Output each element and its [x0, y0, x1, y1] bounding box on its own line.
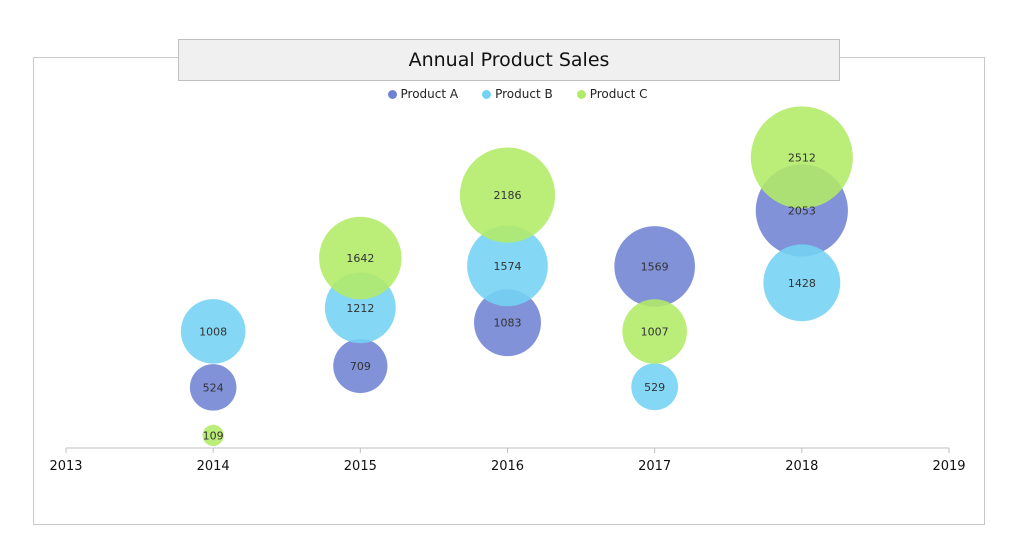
data-label: 2053: [788, 204, 816, 217]
x-tick-label: 2016: [491, 459, 524, 474]
legend-marker: [576, 89, 586, 99]
data-label: 109: [203, 429, 224, 442]
data-label: 1007: [641, 325, 669, 338]
x-tick-label: 2015: [344, 459, 377, 474]
legend-label: Product B: [495, 87, 553, 101]
x-tick-label: 2018: [785, 459, 818, 474]
legend-marker: [387, 89, 397, 99]
chart-title: Annual Product Sales: [178, 39, 840, 81]
data-label: 2512: [788, 151, 816, 164]
bubble-product-b[interactable]: [631, 363, 679, 411]
data-label: 1574: [494, 260, 522, 273]
bubble-product-a[interactable]: [474, 289, 541, 357]
chart-title-text: Annual Product Sales: [408, 49, 610, 71]
legend-item[interactable]: Product B: [482, 87, 553, 101]
bubble-product-b[interactable]: [467, 225, 548, 307]
data-label: 1212: [346, 302, 374, 315]
legend-item[interactable]: Product A: [387, 87, 459, 101]
legend-label: Product C: [589, 87, 648, 101]
bubble-product-c[interactable]: [319, 216, 402, 300]
x-tick-label: 2014: [197, 459, 230, 474]
data-label: 709: [350, 360, 371, 373]
bubble-product-b[interactable]: [180, 299, 246, 364]
bubble-product-a[interactable]: [189, 364, 237, 411]
x-tick-label: 2017: [638, 459, 671, 474]
legend-marker: [482, 89, 492, 99]
data-label: 1428: [788, 277, 816, 290]
bubble-product-c[interactable]: [459, 147, 556, 243]
legend-label: Product A: [400, 87, 459, 101]
bubble-product-c[interactable]: [622, 299, 687, 364]
bubble-product-c[interactable]: [750, 106, 853, 209]
bubble-product-c[interactable]: [202, 424, 224, 447]
x-tick-label: 2013: [49, 459, 82, 474]
bubble-product-a[interactable]: [614, 226, 695, 307]
data-label: 2186: [494, 189, 522, 202]
data-label: 529: [644, 381, 665, 394]
x-tick-label: 2019: [932, 459, 965, 474]
bubble-product-a[interactable]: [333, 338, 388, 394]
bubble-product-b[interactable]: [763, 244, 841, 322]
data-label: 1569: [641, 260, 669, 273]
data-label: 1083: [494, 317, 522, 330]
data-label: 1642: [346, 252, 374, 265]
data-label: 1008: [199, 325, 227, 338]
legend-item[interactable]: Product C: [576, 87, 648, 101]
legend: Product A Product B Product C: [0, 87, 1027, 101]
data-label: 524: [203, 381, 224, 394]
